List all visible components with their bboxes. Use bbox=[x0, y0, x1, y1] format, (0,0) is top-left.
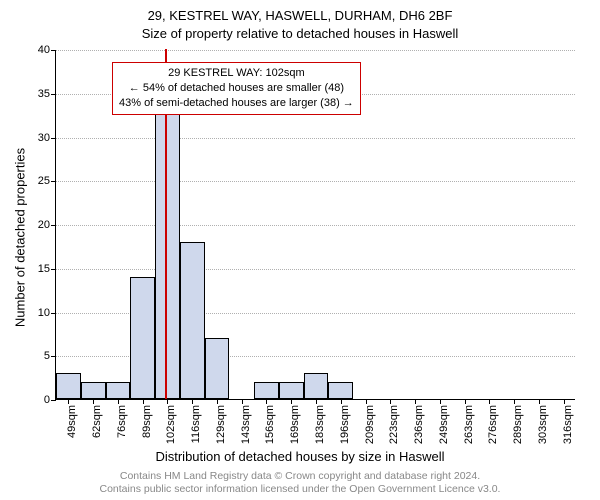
x-tick-mark bbox=[316, 399, 317, 404]
y-tick-label: 0 bbox=[44, 394, 50, 406]
y-tick-label: 5 bbox=[44, 350, 50, 362]
x-tick-mark bbox=[266, 399, 267, 404]
x-tick-mark bbox=[465, 399, 466, 404]
x-tick-mark bbox=[539, 399, 540, 404]
y-tick-mark bbox=[51, 138, 56, 139]
y-tick-mark bbox=[51, 356, 56, 357]
bar bbox=[254, 382, 279, 400]
x-tick-mark bbox=[167, 399, 168, 404]
bar bbox=[106, 382, 131, 400]
x-tick-label: 209sqm bbox=[364, 405, 376, 444]
y-tick-mark bbox=[51, 313, 56, 314]
y-tick-label: 40 bbox=[38, 44, 50, 56]
x-tick-mark bbox=[564, 399, 565, 404]
x-tick-mark bbox=[514, 399, 515, 404]
bar bbox=[304, 373, 329, 399]
title-line-1: 29, KESTREL WAY, HASWELL, DURHAM, DH6 2B… bbox=[0, 8, 600, 23]
bar bbox=[328, 382, 353, 400]
gridline bbox=[56, 269, 575, 270]
x-tick-label: 89sqm bbox=[141, 405, 153, 438]
x-tick-mark bbox=[341, 399, 342, 404]
y-tick-label: 25 bbox=[38, 175, 50, 187]
x-tick-label: 143sqm bbox=[240, 405, 252, 444]
x-tick-label: 169sqm bbox=[289, 405, 301, 444]
y-axis-label: Number of detached properties bbox=[13, 128, 28, 348]
x-tick-label: 196sqm bbox=[339, 405, 351, 444]
y-tick-mark bbox=[51, 269, 56, 270]
chart-plot-area: 051015202530354049sqm62sqm76sqm89sqm102s… bbox=[55, 50, 575, 400]
x-tick-label: 263sqm bbox=[463, 405, 475, 444]
gridline bbox=[56, 50, 575, 51]
y-tick-label: 15 bbox=[38, 263, 50, 275]
x-tick-label: 49sqm bbox=[66, 405, 78, 438]
bar bbox=[81, 382, 106, 400]
x-axis-label: Distribution of detached houses by size … bbox=[0, 449, 600, 464]
x-tick-label: 156sqm bbox=[264, 405, 276, 444]
x-tick-label: 303sqm bbox=[537, 405, 549, 444]
x-tick-mark bbox=[415, 399, 416, 404]
x-tick-mark bbox=[118, 399, 119, 404]
y-tick-label: 35 bbox=[38, 88, 50, 100]
x-tick-mark bbox=[68, 399, 69, 404]
x-tick-label: 116sqm bbox=[190, 405, 202, 443]
x-tick-label: 183sqm bbox=[314, 405, 326, 444]
bar bbox=[130, 277, 155, 400]
x-tick-mark bbox=[143, 399, 144, 404]
title-line-2: Size of property relative to detached ho… bbox=[0, 26, 600, 41]
annotation-line-3: 43% of semi-detached houses are larger (… bbox=[119, 96, 354, 111]
bar bbox=[279, 382, 304, 400]
x-tick-label: 129sqm bbox=[215, 405, 227, 444]
bar bbox=[155, 93, 180, 399]
x-tick-label: 289sqm bbox=[512, 405, 524, 444]
y-tick-label: 20 bbox=[38, 219, 50, 231]
bar bbox=[205, 338, 230, 399]
x-tick-mark bbox=[192, 399, 193, 404]
property-annotation-box: 29 KESTREL WAY: 102sqm ← 54% of detached… bbox=[112, 62, 361, 115]
y-tick-mark bbox=[51, 50, 56, 51]
x-tick-label: 76sqm bbox=[116, 405, 128, 438]
y-tick-mark bbox=[51, 225, 56, 226]
annotation-line-1: 29 KESTREL WAY: 102sqm bbox=[119, 66, 354, 81]
gridline bbox=[56, 181, 575, 182]
x-tick-mark bbox=[366, 399, 367, 404]
footnote-line-1: Contains HM Land Registry data © Crown c… bbox=[0, 470, 600, 483]
gridline bbox=[56, 225, 575, 226]
x-tick-mark bbox=[217, 399, 218, 404]
bar bbox=[56, 373, 81, 399]
x-tick-mark bbox=[242, 399, 243, 404]
x-tick-label: 236sqm bbox=[413, 405, 425, 444]
x-tick-label: 62sqm bbox=[91, 405, 103, 438]
annotation-line-2: ← 54% of detached houses are smaller (48… bbox=[119, 81, 354, 96]
x-tick-label: 102sqm bbox=[165, 405, 177, 444]
x-tick-mark bbox=[93, 399, 94, 404]
x-tick-mark bbox=[390, 399, 391, 404]
x-tick-label: 316sqm bbox=[562, 405, 574, 444]
footnote-line-2: Contains public sector information licen… bbox=[0, 483, 600, 496]
y-tick-label: 30 bbox=[38, 132, 50, 144]
footnote: Contains HM Land Registry data © Crown c… bbox=[0, 470, 600, 496]
x-tick-mark bbox=[291, 399, 292, 404]
bar bbox=[180, 242, 205, 400]
x-tick-label: 223sqm bbox=[388, 405, 400, 444]
gridline bbox=[56, 138, 575, 139]
x-tick-mark bbox=[440, 399, 441, 404]
y-tick-mark bbox=[51, 181, 56, 182]
x-tick-label: 249sqm bbox=[438, 405, 450, 444]
x-tick-mark bbox=[489, 399, 490, 404]
y-tick-mark bbox=[51, 94, 56, 95]
y-tick-mark bbox=[51, 400, 56, 401]
y-tick-label: 10 bbox=[38, 307, 50, 319]
x-tick-label: 276sqm bbox=[487, 405, 499, 444]
